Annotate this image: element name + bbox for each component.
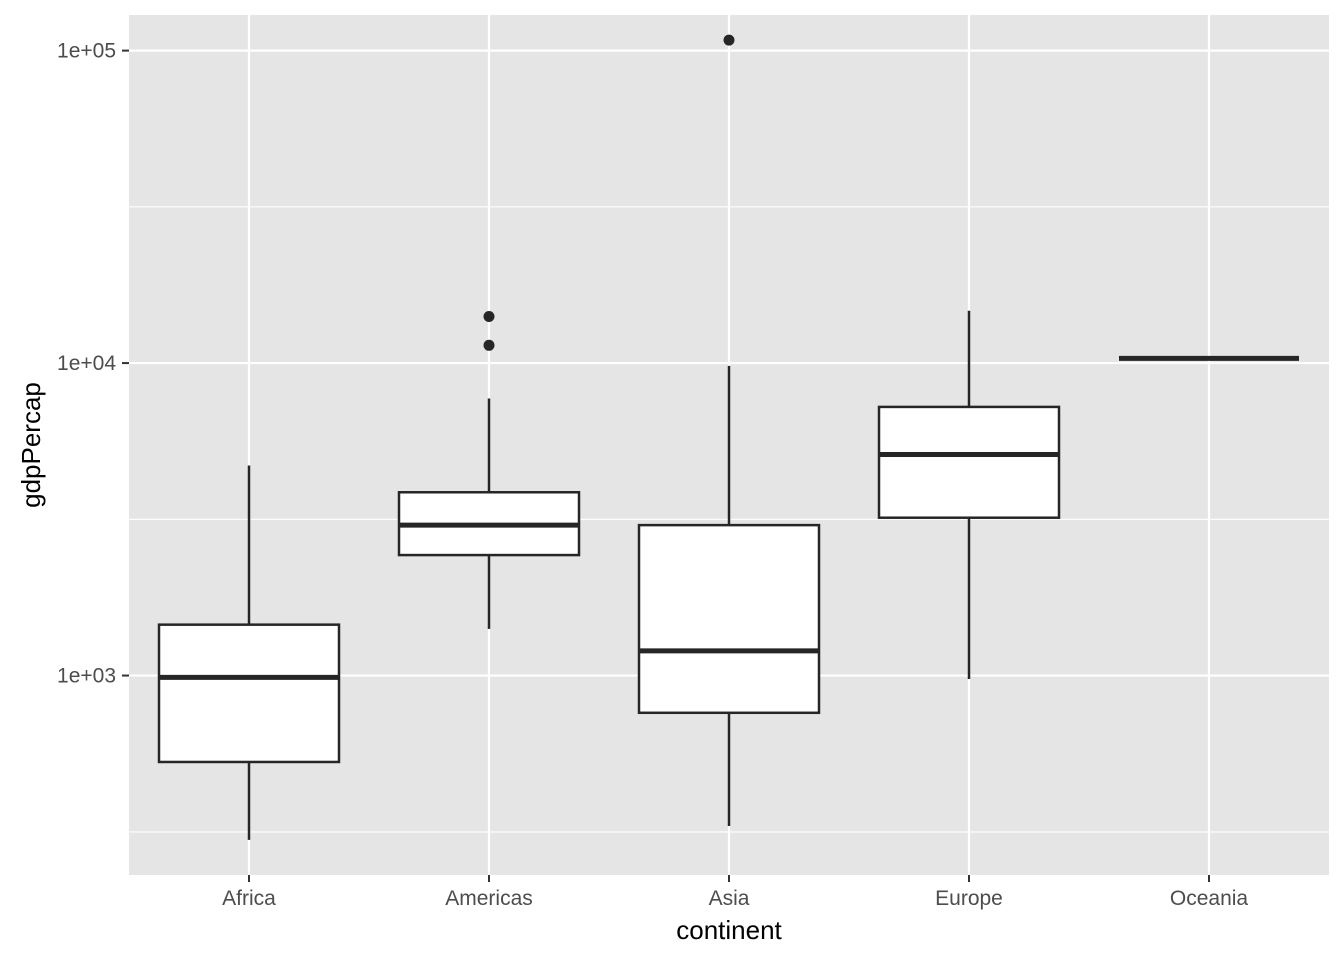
- box-asia: [637, 34, 821, 827]
- box-europe: [877, 310, 1061, 679]
- axis-layer: 1e+03 1e+04 1e+05 Africa Americas Asia Europe O…: [57, 40, 1248, 910]
- x-tick-label: Europe: [935, 887, 1003, 910]
- box-africa: [157, 465, 341, 840]
- iqr-box: [877, 405, 1061, 519]
- iqr-box: [157, 623, 341, 764]
- iqr-box: [637, 523, 821, 715]
- y-tick-label: 1e+05: [57, 40, 116, 63]
- x-tick-label: Asia: [709, 887, 750, 910]
- y-tick-label: 1e+04: [57, 352, 116, 375]
- outlier-point: [723, 34, 735, 46]
- x-axis-title: continent: [676, 915, 782, 945]
- y-tick-label: 1e+03: [57, 665, 116, 688]
- outlier-point: [483, 310, 495, 322]
- outlier-point: [483, 339, 495, 351]
- x-tick-label: Americas: [445, 887, 533, 910]
- x-tick-label: Oceania: [1170, 887, 1249, 910]
- box-americas: [397, 310, 581, 629]
- y-axis-title: gdpPercap: [16, 382, 46, 508]
- x-tick-label: Africa: [222, 887, 276, 910]
- box-layer: [157, 34, 1299, 840]
